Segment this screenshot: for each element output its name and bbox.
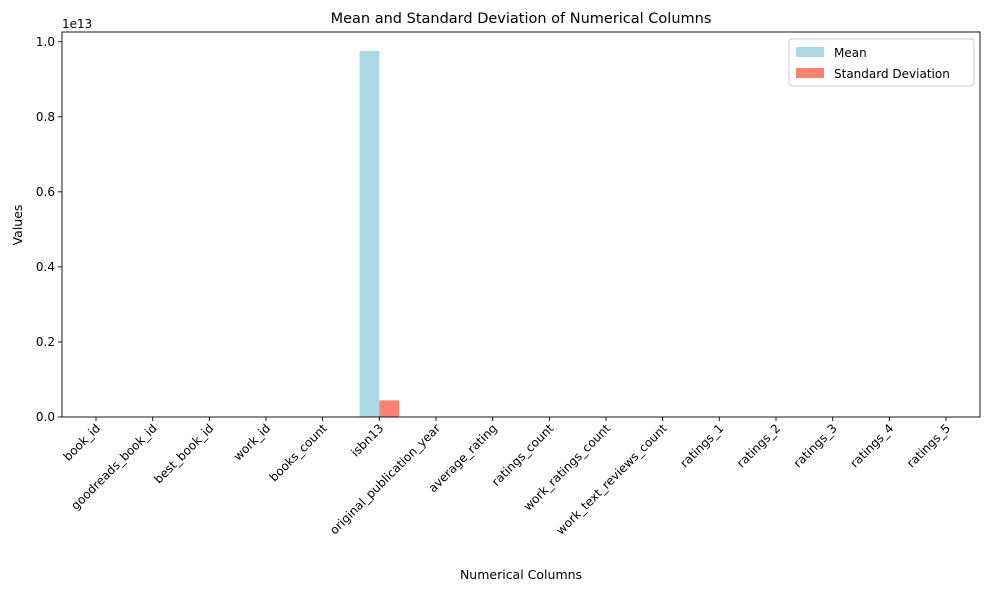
y-axis-label: Values xyxy=(10,205,25,246)
x-tick-label: ratings_3 xyxy=(791,421,840,470)
y-tick-label: 0.8 xyxy=(36,110,55,124)
y-tick-label: 0.4 xyxy=(36,260,55,274)
legend-label: Standard Deviation xyxy=(834,67,950,81)
legend-box xyxy=(788,38,975,87)
x-tick-label: original_publication_year xyxy=(327,421,443,537)
x-tick-label: books_count xyxy=(267,421,330,484)
plot-area: 0.00.20.40.60.81.0book_idgoodreads_book_… xyxy=(36,31,981,538)
x-axis-label: Numerical Columns xyxy=(460,567,582,582)
bar-std-isbn13 xyxy=(379,400,400,417)
y-offset-label: 1e13 xyxy=(62,17,92,31)
y-tick-label: 1.0 xyxy=(36,35,55,49)
x-tick-label: isbn13 xyxy=(348,421,386,459)
y-tick-label: 0.0 xyxy=(36,410,55,424)
bar-mean-isbn13 xyxy=(359,50,380,418)
x-tick-label: book_id xyxy=(61,421,104,464)
x-tick-label: ratings_2 xyxy=(734,421,783,470)
x-tick-label: ratings_4 xyxy=(847,421,896,470)
x-tick-label: best_book_id xyxy=(151,421,216,486)
x-tick-label: work_id xyxy=(231,421,273,463)
axes-frame xyxy=(61,31,981,418)
x-tick-label: ratings_5 xyxy=(904,421,953,470)
legend-swatch xyxy=(796,68,824,78)
x-tick-label: ratings_1 xyxy=(677,421,726,470)
y-tick-label: 0.2 xyxy=(36,335,55,349)
y-tick-label: 0.6 xyxy=(36,185,55,199)
x-tick-label: work_text_reviews_count xyxy=(553,421,670,538)
chart-title: Mean and Standard Deviation of Numerical… xyxy=(331,11,712,27)
legend-label: Mean xyxy=(834,46,867,60)
legend-swatch xyxy=(796,47,824,57)
